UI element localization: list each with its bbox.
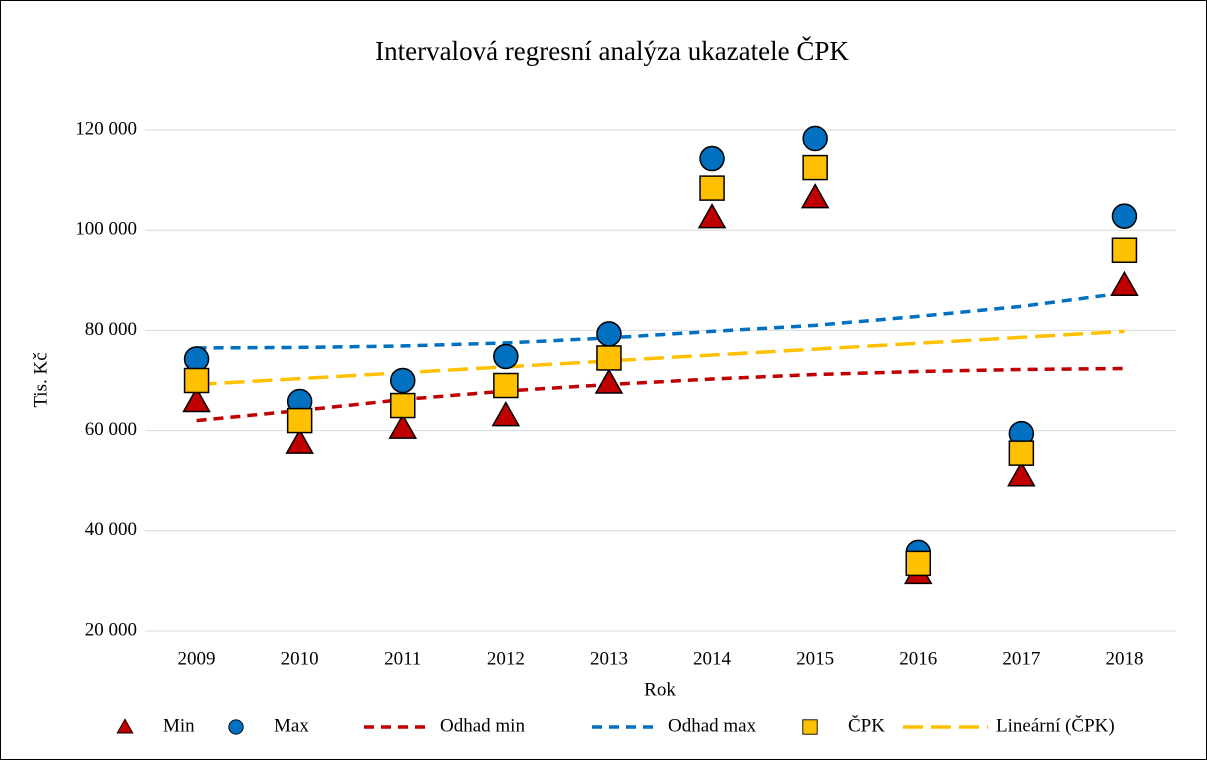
legend-marker bbox=[802, 719, 818, 735]
data-point bbox=[493, 343, 519, 370]
data-point bbox=[699, 145, 725, 172]
data-point bbox=[1008, 440, 1035, 466]
legend-label: ČPK bbox=[848, 714, 885, 736]
data-point bbox=[1007, 461, 1036, 487]
x-tick-label: 2017 bbox=[1002, 648, 1040, 669]
x-tick-label: 2013 bbox=[590, 648, 628, 669]
legend-marker bbox=[228, 719, 244, 735]
data-point bbox=[183, 346, 210, 372]
y-tick-label: 40 000 bbox=[85, 519, 137, 540]
x-tick-label: 2018 bbox=[1105, 648, 1143, 669]
x-tick-label: 2012 bbox=[487, 648, 525, 669]
data-point bbox=[1111, 203, 1138, 229]
x-tick-label: 2011 bbox=[384, 648, 421, 669]
data-point bbox=[285, 428, 314, 454]
y-tick-label: 20 000 bbox=[85, 619, 137, 640]
data-point bbox=[594, 368, 624, 394]
data-point bbox=[802, 154, 828, 181]
data-point bbox=[286, 407, 313, 434]
data-point bbox=[1110, 270, 1139, 297]
y-tick-label: 100 000 bbox=[75, 219, 137, 240]
trend-line bbox=[196, 329, 1125, 387]
legend-marker bbox=[116, 718, 134, 734]
data-point bbox=[1111, 237, 1138, 263]
y-tick-label: 80 000 bbox=[85, 319, 137, 340]
data-point bbox=[388, 413, 418, 439]
data-point bbox=[596, 345, 622, 371]
y-tick-label: 120 000 bbox=[75, 118, 137, 139]
data-point bbox=[802, 125, 828, 152]
x-tick-label: 2016 bbox=[899, 648, 937, 669]
data-point bbox=[800, 183, 830, 209]
data-point bbox=[390, 392, 416, 419]
legend-label: Max bbox=[274, 715, 309, 736]
legend-label: Min bbox=[163, 715, 195, 736]
data-point bbox=[905, 550, 931, 577]
trend-line bbox=[196, 291, 1125, 350]
x-tick-label: 2010 bbox=[281, 648, 319, 669]
legend-label: Odhad max bbox=[668, 715, 757, 736]
data-point bbox=[491, 401, 521, 427]
data-point bbox=[493, 372, 519, 399]
data-point bbox=[390, 367, 416, 394]
data-point bbox=[596, 321, 622, 347]
legend-label: Odhad min bbox=[440, 715, 525, 736]
legend-label: Lineární (ČPK) bbox=[996, 714, 1115, 736]
chart-title: Intervalová regresní analýza ukazatele Č… bbox=[375, 36, 849, 66]
trend-line bbox=[196, 366, 1125, 423]
data-point bbox=[699, 175, 725, 201]
data-point bbox=[183, 367, 210, 394]
x-tick-label: 2009 bbox=[178, 648, 216, 669]
x-axis-label: Rok bbox=[644, 679, 676, 700]
x-tick-label: 2014 bbox=[693, 648, 732, 669]
data-point bbox=[182, 387, 211, 413]
y-axis-label: Tis. Kč bbox=[30, 352, 51, 407]
x-tick-label: 2015 bbox=[796, 648, 834, 669]
data-point bbox=[697, 203, 727, 229]
y-tick-label: 60 000 bbox=[85, 419, 137, 440]
